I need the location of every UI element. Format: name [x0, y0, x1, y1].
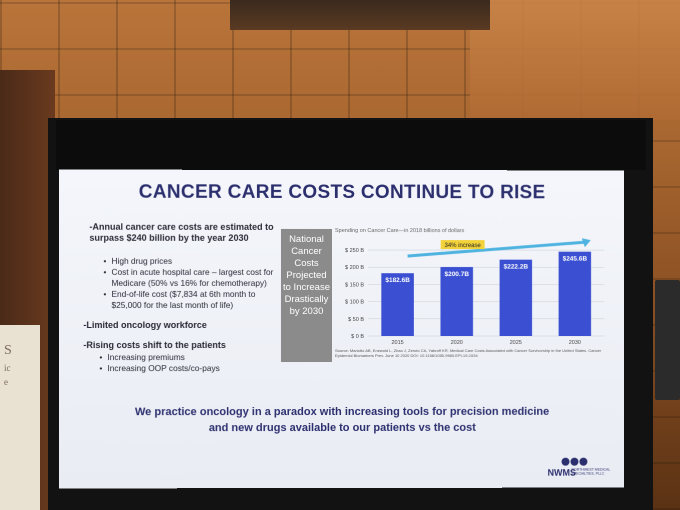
chart-source-footnote: Source: Mariotto AB, Enewold L, Zhao J, …	[335, 348, 604, 358]
bar	[500, 260, 532, 336]
closing-line-2: and new drugs available to our patients …	[89, 420, 594, 436]
bar-value-label: $200.7B	[444, 271, 469, 278]
bar-value-label: $182.6B	[385, 277, 410, 284]
speaker-device	[655, 280, 680, 400]
bar	[559, 252, 591, 336]
callout-line: National	[281, 234, 332, 246]
intro-line-2: surpass $240 billion by the year 2030	[89, 233, 248, 244]
wood-wall-right	[470, 0, 680, 120]
closing-statement: We practice oncology in a paradox with i…	[89, 404, 594, 436]
nwms-logo: NWMS NORTHWEST MEDICAL SPECIALTIES, PLLC	[548, 456, 620, 482]
x-tick-label: 2030	[569, 340, 581, 346]
slide-title: CANCER CARE COSTS CONTINUE TO RISE	[59, 182, 624, 205]
bullet-continuation: Medicare (50% vs 16% for chemotherapy)	[111, 278, 266, 288]
bar-value-label: $222.2B	[504, 264, 529, 271]
y-tick-label: $ 50 B	[348, 317, 364, 323]
projection-callout: National Cancer Costs Projected to Incre…	[281, 229, 332, 362]
bullet-continuation: $25,000 for the last month of life)	[111, 300, 233, 310]
bar-value-label: $245.6B	[563, 256, 588, 263]
growth-arrow	[408, 242, 585, 256]
x-tick-label: 2025	[510, 340, 522, 346]
callout-line: Projected	[281, 270, 332, 282]
y-tick-label: $ 0 B	[351, 334, 364, 340]
bullet-item: End-of-life cost ($7,834 at 6th month to	[111, 289, 255, 299]
callout-line: Drastically	[281, 294, 332, 306]
intro-line-1: -Annual cancer care costs are estimated …	[89, 222, 273, 233]
callout-line: by 2030	[281, 306, 332, 318]
rising-costs: -Rising costs shift to the patients	[83, 340, 226, 351]
increase-annotation: 34% increase	[445, 243, 482, 249]
limited-workforce: -Limited oncology workforce	[83, 320, 206, 331]
podium-sign: S ic e	[0, 325, 40, 510]
x-tick-label: 2020	[451, 340, 463, 346]
projected-slide: CANCER CARE COSTS CONTINUE TO RISE -Annu…	[59, 170, 624, 489]
y-tick-label: $ 200 B	[345, 265, 364, 271]
spending-bar-chart: $ 0 B $ 50 B $ 100 B $ 150 B $ 200 B $ 250 B $…	[330, 236, 609, 346]
bullet-item: Increasing OOP costs/co-pays	[107, 363, 219, 373]
ceiling	[230, 0, 490, 30]
bullet-item: High drug prices	[111, 256, 172, 266]
y-tick-label: $ 150 B	[345, 282, 364, 288]
bullet-item: Increasing premiums	[107, 352, 184, 362]
callout-line: to Increase	[281, 282, 332, 294]
bullet-item: Cost in acute hospital care – largest co…	[111, 267, 273, 277]
logo-subtitle: NORTHWEST MEDICAL SPECIALTIES, PLLC	[571, 468, 616, 476]
y-tick-label: $ 250 B	[345, 248, 364, 254]
logo-figures-icon	[560, 456, 590, 468]
chart-subtitle: Spending on Cancer Care—in 2018 billions…	[335, 228, 464, 234]
callout-line: Costs	[281, 258, 332, 270]
closing-line-1: We practice oncology in a paradox with i…	[89, 404, 594, 420]
podium-letter: e	[4, 377, 8, 387]
podium-letter: ic	[4, 363, 11, 373]
x-tick-label: 2015	[391, 340, 403, 346]
callout-line: Cancer	[281, 246, 332, 258]
y-tick-label: $ 100 B	[345, 300, 364, 306]
screen-valance	[56, 120, 646, 170]
podium-letter: S	[4, 343, 12, 359]
